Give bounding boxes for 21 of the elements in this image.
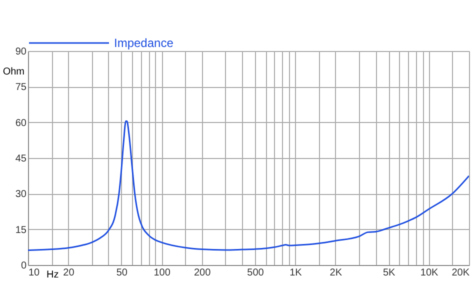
x-tick-label: 200 bbox=[194, 268, 212, 278]
text: Impedance bbox=[114, 36, 174, 50]
x-tick-label: 5K bbox=[382, 268, 396, 278]
x-tick-label: 10K bbox=[420, 268, 439, 278]
x-tick-label: 2K bbox=[330, 268, 342, 278]
y-tick-label: 75 bbox=[15, 82, 27, 94]
x-tick-label: 500 bbox=[247, 268, 264, 278]
y-axis-title: Ohm bbox=[2, 66, 24, 78]
x-tick-label: 1K bbox=[290, 268, 302, 278]
x-tick-label: 20 bbox=[63, 268, 75, 278]
y-tick-label: 15 bbox=[15, 224, 27, 236]
y-tick-label: 0 bbox=[20, 260, 27, 272]
x-tick-label: 10 bbox=[28, 268, 40, 278]
y-tick-label: 90 bbox=[15, 46, 27, 58]
y-tick-label: 60 bbox=[15, 118, 27, 129]
x-tick-label: 100 bbox=[154, 268, 171, 278]
y-tick-label: 45 bbox=[15, 154, 27, 164]
y-tick-label: 30 bbox=[15, 189, 27, 200]
x-tick-label: 50 bbox=[116, 268, 128, 278]
x-tick-label: 20K bbox=[452, 268, 470, 278]
x-axis-title: Hz bbox=[46, 270, 59, 280]
